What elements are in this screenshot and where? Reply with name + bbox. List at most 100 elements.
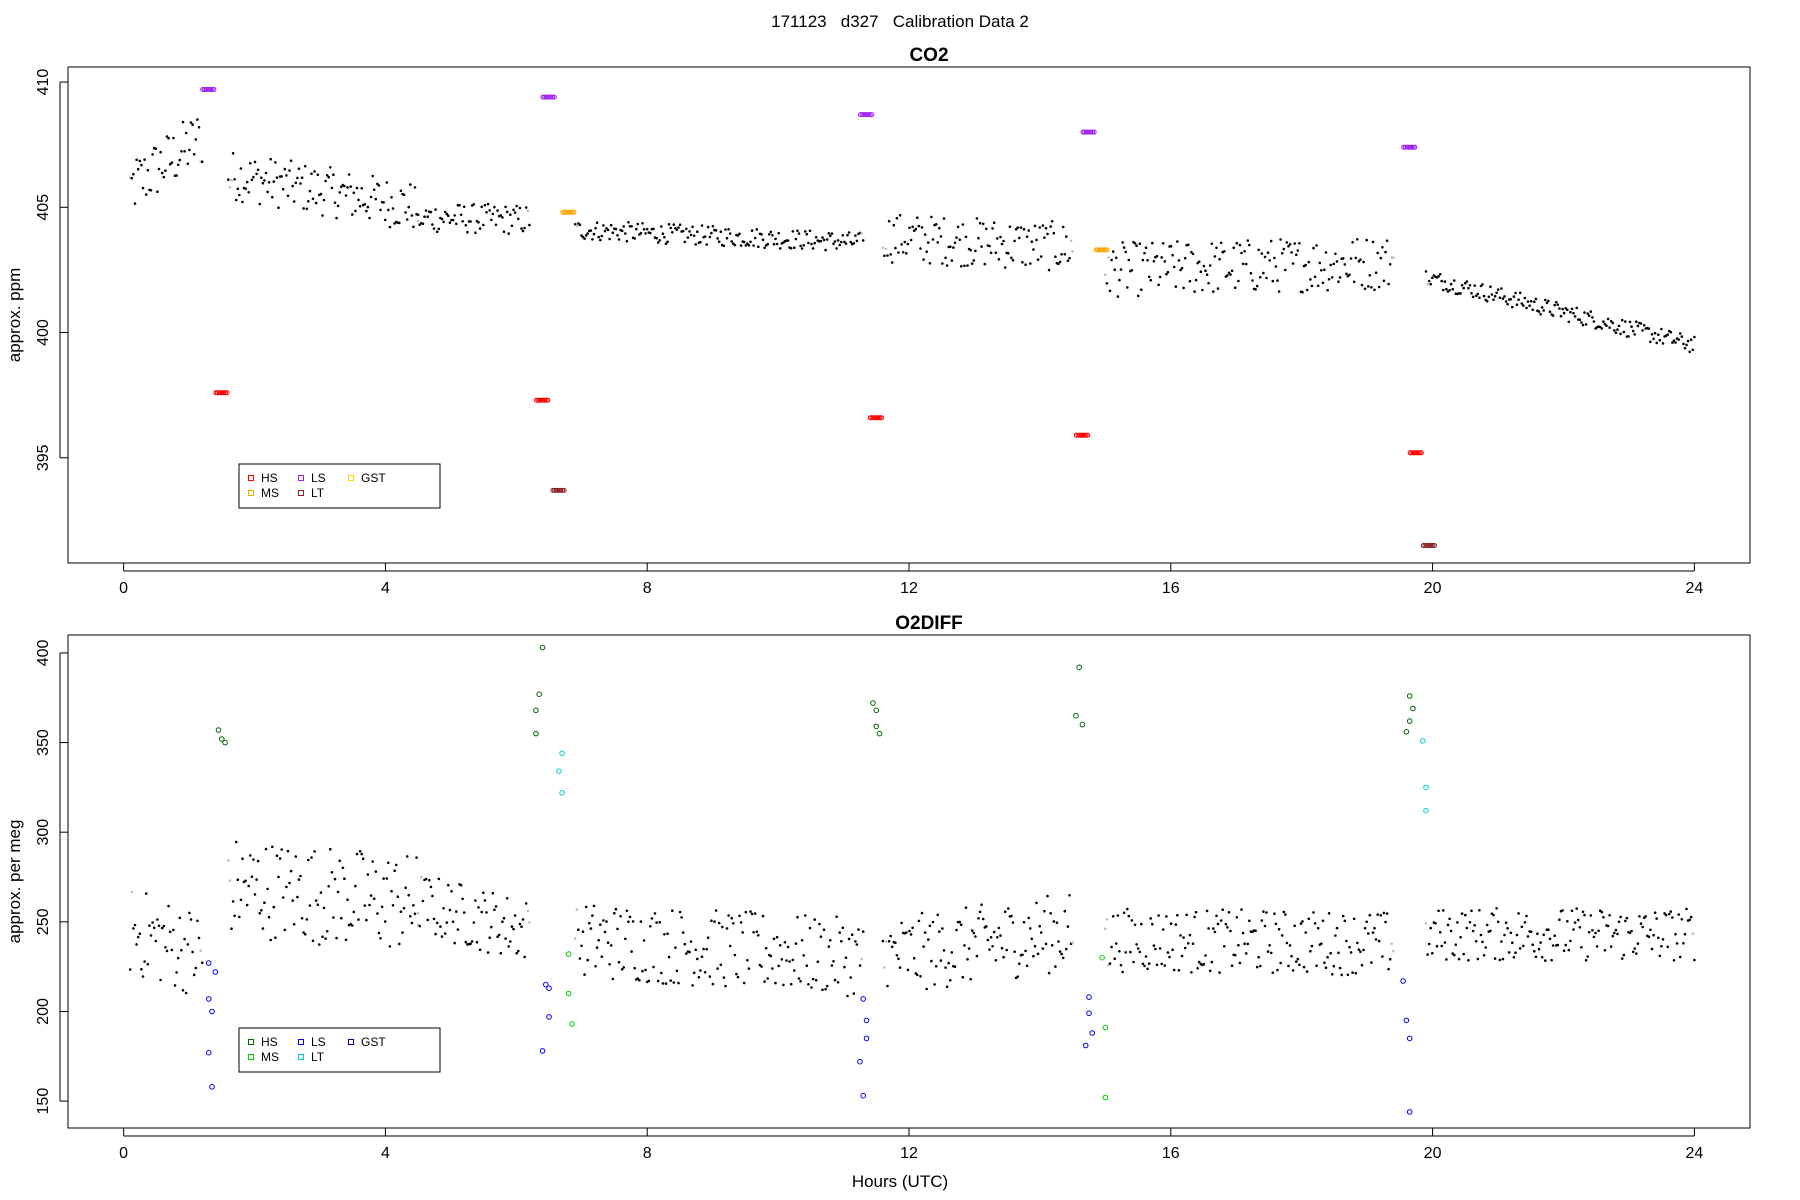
- calibration-point-ms: [1102, 1094, 1109, 1101]
- data-point: [1277, 927, 1281, 931]
- data-point: [1501, 957, 1505, 961]
- data-point: [1260, 919, 1264, 922]
- data-point: [255, 172, 258, 176]
- calibration-point-hs: [216, 390, 222, 396]
- data-point: [810, 986, 813, 989]
- y-tick-label: 410: [35, 69, 52, 96]
- data-point: [678, 910, 682, 914]
- data-point: [140, 163, 143, 167]
- data-point: [227, 859, 230, 862]
- data-point: [1108, 962, 1112, 965]
- calibration-point-hs: [876, 730, 883, 737]
- data-point: [1592, 320, 1596, 323]
- data-point: [1007, 252, 1010, 255]
- data-point: [1384, 920, 1387, 924]
- y-tick-label: 400: [35, 639, 52, 666]
- data-point: [1657, 936, 1660, 940]
- data-point: [603, 229, 607, 233]
- data-point: [1539, 313, 1542, 316]
- data-point: [423, 215, 426, 218]
- data-point: [1685, 907, 1688, 911]
- data-point: [881, 939, 885, 943]
- data-point: [1619, 915, 1622, 919]
- data-point: [1107, 256, 1110, 259]
- data-point: [903, 240, 907, 244]
- data-point: [365, 209, 368, 213]
- calibration-point-lt: [553, 487, 559, 493]
- data-point: [1453, 953, 1456, 957]
- data-point: [636, 222, 640, 226]
- data-point: [578, 223, 582, 226]
- data-point: [144, 892, 148, 895]
- data-point: [1165, 915, 1168, 918]
- data-point: [1044, 942, 1048, 946]
- data-point: [336, 890, 340, 894]
- data-point: [1038, 924, 1041, 928]
- calibration-point-lt: [1423, 807, 1429, 814]
- data-point: [739, 921, 743, 924]
- data-point: [1529, 299, 1533, 303]
- x-tick-label: 0: [119, 580, 128, 597]
- data-point: [1580, 321, 1583, 324]
- data-point: [181, 120, 185, 124]
- data-point: [355, 852, 359, 856]
- data-point: [1485, 299, 1489, 303]
- data-point: [794, 237, 798, 241]
- data-point: [660, 225, 663, 228]
- data-point: [464, 940, 468, 944]
- data-point: [1223, 250, 1226, 253]
- data-point: [1509, 931, 1513, 935]
- calibration-point-ls: [542, 94, 548, 100]
- data-point: [696, 957, 699, 961]
- calibration-point-hs: [1403, 729, 1410, 735]
- data-point: [966, 958, 969, 961]
- data-point: [947, 961, 950, 965]
- data-point: [1614, 331, 1618, 335]
- data-point: [1110, 258, 1113, 262]
- data-point: [1274, 922, 1278, 926]
- data-point: [752, 244, 755, 247]
- data-point: [291, 899, 295, 902]
- data-point: [390, 196, 393, 199]
- data-point: [451, 920, 455, 923]
- data-point: [1583, 311, 1586, 314]
- data-point: [606, 228, 610, 232]
- data-point: [1013, 239, 1016, 243]
- data-point: [974, 249, 977, 253]
- data-point: [1149, 917, 1152, 920]
- data-point: [1226, 274, 1229, 277]
- data-point: [497, 933, 501, 937]
- data-point: [796, 915, 799, 919]
- data-point: [923, 233, 927, 236]
- data-point: [1558, 307, 1561, 310]
- calibration-point-hs: [873, 723, 880, 730]
- data-point: [589, 927, 593, 930]
- data-point: [706, 225, 710, 229]
- calibration-point-hs: [1078, 432, 1084, 438]
- data-point: [349, 185, 353, 188]
- data-point: [920, 911, 924, 915]
- legend-label-lt: LT: [311, 486, 325, 500]
- data-point: [1605, 324, 1608, 328]
- data-point: [1611, 934, 1615, 938]
- data-point: [1116, 914, 1120, 917]
- data-point: [944, 966, 947, 969]
- data-point: [775, 935, 779, 939]
- data-point: [296, 895, 299, 899]
- data-point: [1185, 913, 1188, 917]
- data-point: [1493, 957, 1497, 960]
- calibration-point-ls: [543, 94, 549, 100]
- calibration-point-hs: [1412, 450, 1418, 456]
- data-point: [1196, 967, 1199, 970]
- data-point: [1310, 284, 1314, 288]
- data-point: [280, 848, 284, 851]
- y-tick-label: 400: [35, 319, 52, 346]
- data-point: [1649, 928, 1652, 932]
- data-point: [861, 930, 865, 933]
- data-point: [1169, 244, 1173, 248]
- data-point: [811, 247, 815, 250]
- calibration-point-ms: [1104, 247, 1110, 253]
- data-point: [1678, 955, 1682, 959]
- data-point: [393, 869, 396, 872]
- data-point: [1208, 969, 1212, 973]
